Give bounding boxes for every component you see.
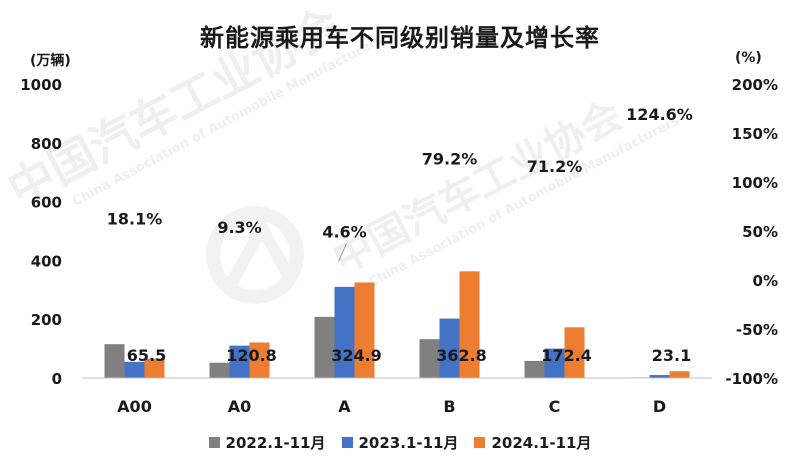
- y2-tick-label: 0%: [753, 272, 778, 290]
- bar-D-2: [649, 375, 670, 378]
- x-tick-label: D: [653, 397, 666, 416]
- legend-swatch: [341, 437, 353, 448]
- y2-tick-label: 200%: [732, 76, 778, 94]
- watermark-logo-icon: [206, 206, 304, 304]
- x-tick-label: A: [338, 397, 351, 416]
- right-axis-unit: (%): [735, 50, 762, 66]
- x-tick-label: A00: [117, 397, 152, 416]
- bar-A00-1: [104, 344, 125, 378]
- x-tick-label: B: [443, 397, 455, 416]
- growth-label: 71.2%: [527, 157, 583, 176]
- left-axis-unit: (万辆): [30, 53, 71, 69]
- value-label: 120.8: [226, 346, 277, 365]
- bar-C-3: [564, 327, 585, 378]
- value-label: 23.1: [652, 346, 691, 365]
- growth-label: 4.6%: [322, 222, 366, 241]
- growth-label: 79.2%: [422, 149, 478, 168]
- chart-title: 新能源乘用车不同级别销量及增长率: [200, 24, 600, 52]
- growth-label: 9.3%: [217, 218, 261, 237]
- legend-label: 2022.1-11月: [225, 434, 326, 452]
- value-label: 65.5: [127, 346, 166, 365]
- legend-swatch: [208, 437, 220, 448]
- y2-tick-label: 150%: [732, 125, 778, 143]
- value-label: 324.9: [331, 346, 382, 365]
- bar-A00-2: [124, 361, 145, 378]
- legend-item-2: 2023.1-11月: [341, 432, 459, 453]
- y-tick-label: 1000: [20, 76, 62, 94]
- bar-A0-1: [209, 362, 230, 378]
- bar-B-1: [419, 339, 440, 378]
- growth-label: 18.1%: [107, 209, 163, 228]
- y2-tick-label: -100%: [725, 370, 778, 388]
- legend-swatch: [474, 437, 486, 448]
- bar-D-3: [669, 371, 690, 378]
- bar-A0-3: [249, 342, 270, 378]
- growth-label: 124.6%: [626, 105, 693, 124]
- bar-C-2: [544, 348, 565, 378]
- legend-item-1: 2022.1-11月: [208, 432, 326, 453]
- value-label: 172.4: [541, 346, 592, 365]
- bar-A00-3: [144, 358, 165, 378]
- growth-label-leader: [338, 243, 347, 262]
- bar-A0-2: [229, 345, 250, 378]
- x-tick-label: A0: [228, 397, 252, 416]
- legend-label: 2023.1-11月: [358, 434, 459, 452]
- y-tick-label: 200: [31, 311, 62, 329]
- legend-label: 2024.1-11月: [491, 434, 592, 452]
- y-tick-label: 800: [31, 135, 62, 153]
- y-tick-label: 600: [31, 194, 62, 212]
- bar-A-3: [354, 282, 375, 378]
- bar-B-2: [439, 318, 460, 378]
- y2-tick-label: 100%: [732, 174, 778, 192]
- legend-item-3: 2024.1-11月: [474, 432, 591, 453]
- bar-A-2: [334, 286, 355, 378]
- legend: 2022.1-11月 2023.1-11月 2024.1-11月: [0, 432, 800, 453]
- y-tick-label: 0: [52, 370, 62, 388]
- bar-A-1: [314, 316, 335, 378]
- y2-tick-label: -50%: [736, 321, 778, 339]
- bar-B-3: [459, 271, 480, 378]
- y2-tick-label: 50%: [742, 223, 778, 241]
- bar-C-1: [524, 360, 545, 378]
- y-tick-label: 400: [31, 252, 62, 270]
- value-label: 362.8: [436, 346, 487, 365]
- x-tick-label: C: [549, 397, 561, 416]
